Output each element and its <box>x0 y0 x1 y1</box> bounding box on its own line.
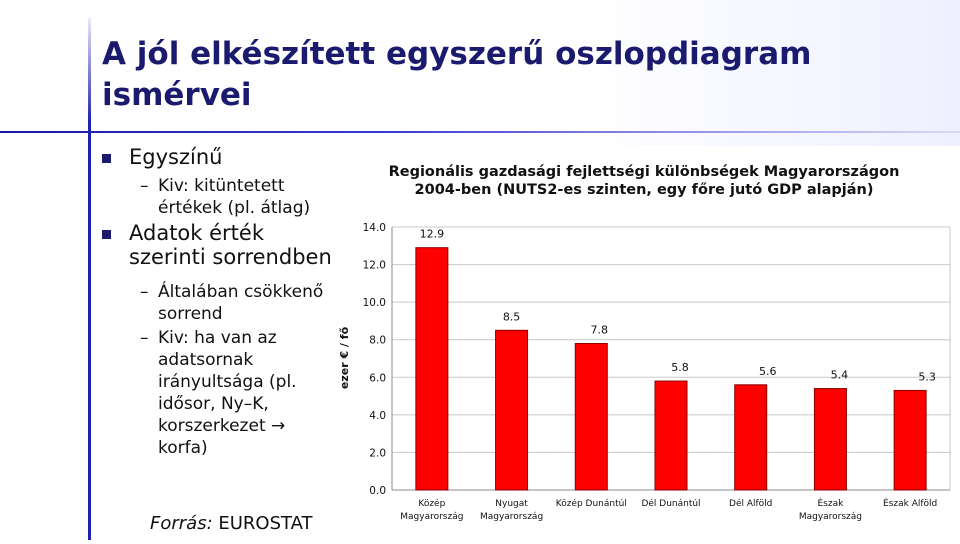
bars <box>415 247 927 491</box>
source-value: EUROSTAT <box>218 513 313 534</box>
x-tick-label: Közép Dunántúl <box>556 498 627 509</box>
bar <box>893 389 927 491</box>
dash-icon: – <box>140 176 149 196</box>
chart-title-line2: 2004-ben (NUTS2-es szinten, egy főre jut… <box>415 182 874 198</box>
bar <box>415 247 449 491</box>
sub-bullet-text: Kiv: kitüntetett értékek (pl. átlag) <box>158 176 311 218</box>
sub-bullet-item: – Kiv: ha van az adatsornak irányultsága… <box>100 327 335 459</box>
y-tick-label: 6.0 <box>369 372 386 384</box>
dash-icon: – <box>140 282 149 302</box>
left-accent-line <box>88 18 91 540</box>
bullet-square-icon <box>102 230 111 239</box>
y-tick-label: 12.0 <box>363 260 386 272</box>
y-tick-label: 10.0 <box>363 297 386 309</box>
x-tick-labels: Közép Magyarország Nyugat Magyarország Közép… <box>400 497 937 522</box>
data-label: 7.8 <box>591 323 609 336</box>
y-tick-label: 8.0 <box>369 335 386 347</box>
x-tick-label: Dél Dunántúl <box>641 498 700 509</box>
sub-bullet-text: Általában csökkenő sorrend <box>158 282 324 324</box>
x-tick-label: Magyarország <box>799 512 862 522</box>
bullet-text: Adatok érték szerinti sorrendben <box>129 221 332 269</box>
bar <box>734 384 768 491</box>
data-label: 5.3 <box>918 370 936 383</box>
y-tick-label: 4.0 <box>369 410 386 422</box>
sub-bullet-item: – Kiv: kitüntetett értékek (pl. átlag) <box>100 175 335 219</box>
bar <box>574 342 608 491</box>
bar <box>495 329 529 491</box>
x-tick-label: Észak <box>818 497 845 509</box>
source-note: Forrás: EUROSTAT <box>150 513 313 534</box>
bullet-list: Egyszínű – Kiv: kitüntetett értékek (pl.… <box>100 145 335 461</box>
bar <box>813 388 847 491</box>
y-axis-label: ezer € / fő <box>338 326 351 389</box>
data-labels: 12.9 8.5 7.8 5.8 5.6 5.4 5.3 <box>420 228 936 384</box>
y-tick-label: 14.0 <box>363 222 386 234</box>
bar <box>654 380 688 491</box>
data-label: 8.5 <box>503 310 521 323</box>
title-divider <box>0 131 960 133</box>
y-tick-label: 2.0 <box>369 447 386 459</box>
sub-bullet-text: Kiv: ha van az adatsornak irányultsága (… <box>158 328 297 458</box>
slide-title-line1: A jól elkészített egyszerű oszlopdiagram <box>102 36 812 72</box>
data-label: 5.6 <box>759 365 777 378</box>
x-tick-label: Dél Alföld <box>729 498 772 509</box>
chart-title-line1: Regionális gazdasági fejlettségi különbs… <box>389 164 900 180</box>
y-tick-labels: 0.0 2.0 4.0 6.0 8.0 10.0 12.0 14.0 <box>363 222 386 497</box>
bullet-text: Egyszínű <box>129 145 223 169</box>
sub-bullet-item: – Általában csökkenő sorrend <box>100 281 335 325</box>
data-label: 5.4 <box>831 369 849 382</box>
chart-panel: Regionális gazdasági fejlettségi különbs… <box>338 146 960 540</box>
x-tick-label: Magyarország <box>400 512 463 522</box>
x-tick-label: Közép <box>418 498 445 509</box>
x-tick-label: Magyarország <box>480 512 543 522</box>
data-label: 5.8 <box>671 361 689 374</box>
bullet-item: Egyszínű <box>100 145 335 169</box>
source-label: Forrás: <box>150 513 213 534</box>
bar-chart: Regionális gazdasági fejlettségi különbs… <box>338 164 951 522</box>
bullet-item: Adatok érték szerinti sorrendben <box>100 221 335 269</box>
dash-icon: – <box>140 328 149 348</box>
x-tick-label: Észak Alföld <box>883 497 937 509</box>
slide-title: A jól elkészített egyszerű oszlopdiagram… <box>102 34 922 116</box>
y-tick-label: 0.0 <box>369 485 386 497</box>
data-label: 12.9 <box>420 228 445 241</box>
x-tick-label: Nyugat <box>495 499 528 509</box>
bullet-square-icon <box>102 154 111 163</box>
slide-title-line2: ismérvei <box>102 77 252 113</box>
